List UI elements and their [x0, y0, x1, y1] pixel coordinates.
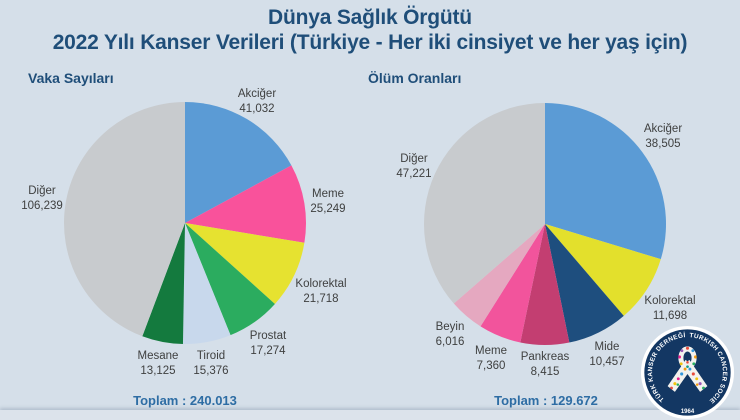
- slice-label-mesane: Mesane 13,125: [137, 350, 179, 377]
- right-chart-heading: Ölüm Oranları: [368, 70, 462, 86]
- slice-label-meme-2: Meme 7,360: [475, 345, 507, 372]
- pie-slice-diger: [63, 101, 185, 337]
- bottom-edge-shadow: [0, 410, 740, 420]
- deaths-total: Toplam : 129.672: [494, 393, 598, 408]
- pie-slice-akciger: [185, 102, 292, 223]
- pie-slice-meme: [185, 165, 306, 243]
- slice-label-tiroid: Tiroid 15,376: [193, 350, 229, 377]
- page-title: Dünya Sağlık Örgütü 2022 Yılı Kanser Ver…: [0, 5, 740, 55]
- slice-label-kolorektal: Kolorektal 21,718: [295, 278, 347, 305]
- pie-slice-kolorektal: [185, 223, 305, 304]
- slice-label-beyin: Beyin 6,016: [435, 321, 465, 348]
- deaths-pie-chart: [423, 103, 667, 346]
- slice-label-meme: Meme 25,249: [310, 188, 346, 215]
- slice-label-diger: Diğer 106,239: [21, 185, 63, 212]
- cases-total: Toplam : 240.013: [133, 393, 237, 408]
- pie-slice-kolorektal: [545, 224, 661, 316]
- logo-year: 1964: [681, 409, 695, 415]
- awareness-ribbon-icon: [667, 346, 708, 392]
- slice-label-diger-2: Diğer 47,221: [396, 153, 432, 180]
- slice-label-mide: Mide 10,457: [589, 341, 625, 368]
- left-chart-heading: Vaka Sayıları: [28, 70, 114, 86]
- slice-label-pankreas: Pankreas 8,415: [520, 351, 570, 378]
- pie-slice-mesane: [142, 223, 185, 344]
- pie-slice-akciger: [545, 103, 667, 260]
- pie-slice-pankreas: [520, 224, 570, 346]
- pie-slice-mide: [545, 224, 624, 343]
- slice-label-prostat: Prostat 17,274: [249, 330, 287, 357]
- cases-pie-chart: [63, 101, 306, 344]
- page-title-line2: 2022 Yılı Kanser Verileri (Türkiye - Her…: [52, 31, 688, 54]
- pie-slice-prostat: [185, 223, 275, 336]
- turkish-cancer-society-logo: TÜRK KANSER DERNEĞİ TURKISH CANCER SOCIE…: [640, 325, 735, 420]
- slice-label-kolorektal-2: Kolorektal 11,698: [644, 295, 696, 322]
- pie-slice-meme: [480, 224, 545, 343]
- page-title-line1: Dünya Sağlık Örgütü: [268, 6, 472, 29]
- pie-slice-diger: [423, 103, 545, 304]
- pie-slice-tiroid: [182, 223, 231, 344]
- pie-slice-beyin: [453, 224, 545, 327]
- slice-label-akciger: Akciğer 41,032: [237, 88, 277, 115]
- slice-label-akciger-2: Akciğer 38,505: [643, 123, 683, 150]
